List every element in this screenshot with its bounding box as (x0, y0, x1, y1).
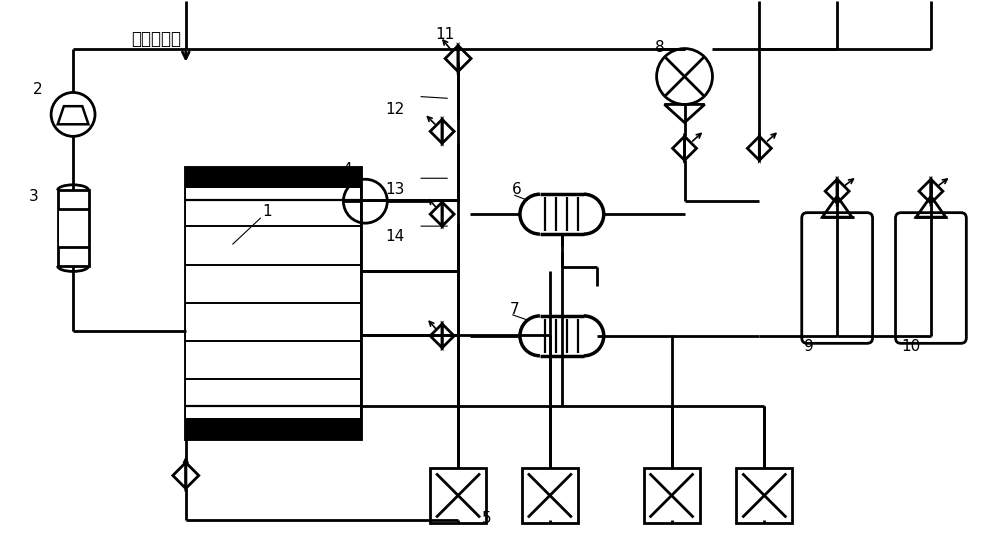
Text: 1: 1 (263, 204, 272, 219)
Bar (59, 209, 88, 247)
Text: 粗四氟化锗: 粗四氟化锗 (131, 29, 181, 48)
Text: 7: 7 (510, 302, 520, 317)
Text: 5: 5 (482, 512, 492, 527)
Bar (736, 468, 792, 523)
Bar (644, 468, 700, 523)
Text: 2: 2 (33, 82, 43, 97)
Text: 11: 11 (435, 27, 454, 42)
Text: 4: 4 (342, 162, 352, 177)
Text: 13: 13 (385, 182, 405, 197)
Bar (186, 168, 360, 188)
Text: 9: 9 (804, 339, 814, 354)
Bar (186, 188, 360, 418)
Text: 8: 8 (655, 39, 664, 54)
Text: 12: 12 (385, 102, 405, 117)
Text: 14: 14 (385, 229, 405, 244)
Text: 6: 6 (512, 182, 522, 197)
Bar (186, 418, 360, 438)
Bar (540, 194, 584, 234)
Bar (186, 168, 360, 438)
Text: 10: 10 (901, 339, 920, 354)
Bar (58, 190, 89, 266)
Text: 3: 3 (29, 189, 39, 204)
Bar (522, 468, 578, 523)
Bar (540, 316, 584, 356)
Bar (430, 468, 486, 523)
